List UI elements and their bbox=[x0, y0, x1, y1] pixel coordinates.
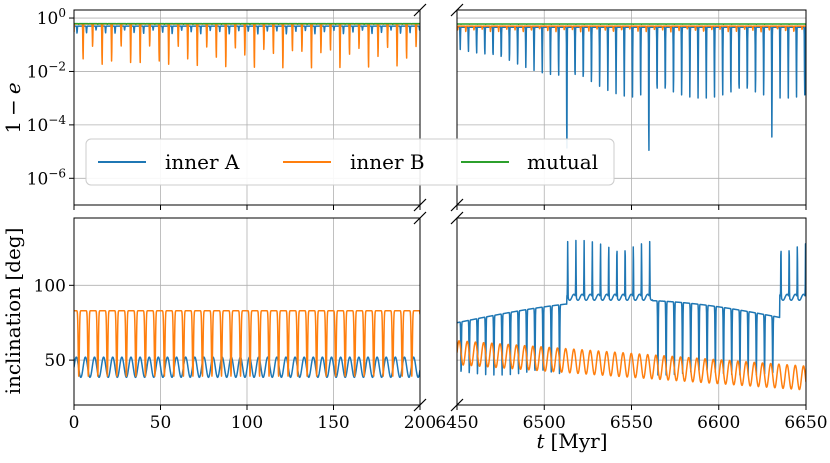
break-mark-tl-top bbox=[413, 3, 427, 17]
y-tick-label: 100 bbox=[34, 276, 66, 296]
x-tick-label: 6650 bbox=[784, 413, 827, 433]
x-tick-label: 6550 bbox=[610, 413, 653, 433]
x-tick-label: 150 bbox=[317, 413, 349, 433]
lines-top-left bbox=[74, 22, 420, 69]
panel-top-right bbox=[456, 9, 807, 210]
ticks-bottom-left: 0 50 100 150 200 50 100 bbox=[34, 276, 437, 433]
lines-bottom-left bbox=[74, 310, 420, 379]
series-inner-a bbox=[74, 356, 420, 379]
ticks-top-left: 100 10−2 10−4 10−6 bbox=[27, 6, 421, 210]
x-axis-title: t [Myr] bbox=[537, 429, 608, 453]
series-inner-b bbox=[457, 25, 806, 33]
x-tick-label: 6500 bbox=[523, 413, 566, 433]
x-tick-label: 0 bbox=[69, 413, 80, 433]
legend-label-mutual: mutual bbox=[527, 150, 598, 174]
y-tick-label: 50 bbox=[44, 351, 66, 371]
y-tick-label: 10−4 bbox=[27, 113, 67, 136]
series-inner-b bbox=[74, 310, 420, 377]
legend-box bbox=[85, 138, 615, 186]
axis-break-marks bbox=[413, 3, 464, 412]
panel-bottom-right: 6450 6500 6550 6600 6650 bbox=[435, 217, 828, 433]
lines-bottom-right bbox=[457, 239, 806, 391]
x-tick-label: 50 bbox=[150, 413, 172, 433]
bottom-y-axis-title: inclination [deg] bbox=[1, 228, 25, 395]
legend-label-inner-b: inner B bbox=[350, 150, 425, 174]
grid-bottom-right bbox=[456, 218, 807, 405]
break-mark-tr-bottom bbox=[450, 198, 464, 212]
break-mark-bl-bottom bbox=[413, 398, 427, 412]
series-inner-b bbox=[457, 340, 806, 391]
x-tick-label: 6450 bbox=[435, 413, 478, 433]
legend-label-inner-a: inner A bbox=[165, 150, 240, 174]
x-tick-label: 200 bbox=[404, 413, 436, 433]
x-tick-label: 6600 bbox=[697, 413, 740, 433]
y-tick-label: 10−2 bbox=[27, 59, 66, 82]
top-y-axis-title: 1−e bbox=[1, 82, 25, 133]
panel-top-left: 100 10−2 10−4 10−6 bbox=[27, 6, 421, 210]
y-tick-label: 10−6 bbox=[27, 166, 66, 189]
series-inner-a bbox=[457, 239, 806, 376]
ticks-top-right bbox=[456, 205, 807, 210]
break-mark-br-top bbox=[450, 211, 464, 225]
panel-bottom-left: 0 50 100 150 200 50 100 bbox=[34, 217, 437, 433]
y-tick-label: 100 bbox=[37, 6, 66, 29]
break-mark-tl-bottom bbox=[413, 198, 427, 212]
legend: inner A inner B mutual bbox=[85, 138, 615, 186]
break-mark-tr-top bbox=[450, 3, 464, 17]
ticks-bottom-right: 6450 6500 6550 6600 6650 bbox=[435, 405, 828, 433]
x-tick-label: 100 bbox=[231, 413, 263, 433]
series-mutual bbox=[74, 22, 420, 26]
break-mark-br-bottom bbox=[450, 398, 464, 412]
lines-top-right bbox=[457, 23, 806, 152]
break-mark-bl-top bbox=[413, 211, 427, 225]
